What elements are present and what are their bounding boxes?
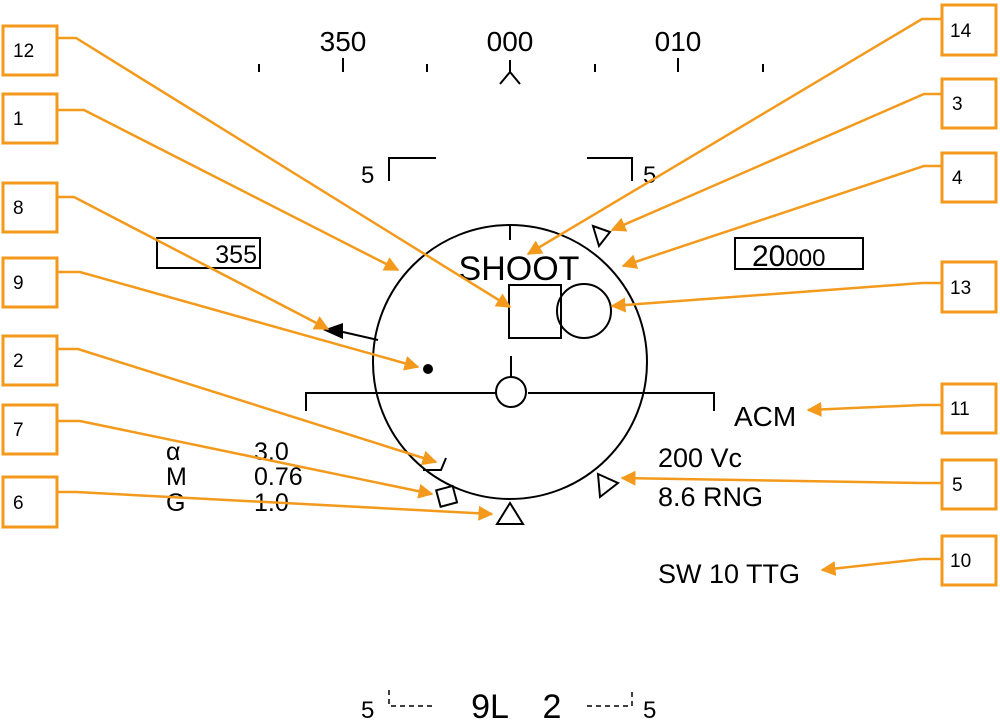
svg-text:2: 2: [13, 351, 24, 372]
leader-10: [820, 557, 941, 576]
heading-label-000: 000: [487, 26, 534, 57]
alpha-label: α: [166, 438, 180, 466]
leader-2: [58, 347, 438, 466]
mach-label: M: [166, 463, 187, 491]
pitch-bar-upper-left: [388, 157, 436, 181]
pitch-label-lower-right: 5: [643, 697, 656, 724]
heading-caret: [499, 60, 521, 85]
callout-5: 5: [940, 458, 998, 511]
horizon-bar: [305, 392, 715, 411]
leader-3: [610, 92, 941, 232]
leader-13: [610, 281, 941, 313]
callout-9: 9: [1, 256, 59, 309]
callout-12: 12: [1, 24, 59, 77]
callout-4: 4: [940, 151, 998, 204]
callout-3: 3: [940, 77, 998, 130]
leader-14: [526, 17, 941, 256]
shoot-cue: SHOOT: [459, 250, 580, 288]
leader-8: [58, 195, 330, 331]
svg-text:7: 7: [13, 420, 24, 441]
altitude-thousands: 20: [752, 240, 785, 273]
svg-text:4: 4: [952, 168, 963, 189]
leader-5: [620, 470, 941, 486]
mach-value: 0.76: [254, 463, 303, 491]
callout-8: 8: [1, 181, 59, 234]
callout-boxes: 12 1 8 9 2 7 6 14 3 4 13 11 5 10: [1, 3, 998, 587]
callout-11: 11: [940, 382, 998, 435]
svg-text:14: 14: [950, 21, 972, 42]
gear-label: 9L: [471, 688, 509, 724]
svg-text:10: 10: [950, 551, 971, 572]
svg-text:3: 3: [952, 94, 963, 115]
g-label: G: [166, 489, 185, 517]
callout-leaders: [58, 17, 941, 576]
callout-1: 1: [1, 92, 59, 145]
leader-4: [621, 164, 941, 269]
time-to-go: SW 10 TTG: [658, 559, 800, 589]
callout-10: 10: [940, 534, 998, 587]
range-caret-right-icon: [596, 472, 620, 499]
weapon-count: 2: [543, 688, 562, 724]
callout-14: 14: [940, 3, 998, 57]
heading-label-010: 010: [655, 26, 702, 57]
flight-data: α 3.0 M 0.76 G 1.0: [166, 438, 303, 517]
altitude-frame: [734, 237, 864, 270]
svg-text:1: 1: [13, 109, 24, 130]
flight-path-marker: [495, 376, 527, 408]
seeker-circle: [556, 283, 612, 339]
closure-rate: 200 Vc: [658, 443, 742, 473]
pitch-bar-upper-right: [587, 157, 633, 181]
leader-9: [58, 270, 420, 371]
mode-label: ACM: [734, 401, 796, 432]
target-range: 8.6 RNG: [658, 482, 763, 512]
svg-text:6: 6: [13, 493, 24, 514]
svg-text:5: 5: [952, 475, 963, 496]
callout-2: 2: [1, 334, 59, 387]
svg-text:8: 8: [13, 198, 24, 219]
altitude-box: 20000: [734, 237, 864, 273]
svg-text:13: 13: [950, 278, 971, 299]
pitch-label-upper-left: 5: [361, 162, 374, 189]
callout-6: 6: [1, 475, 59, 529]
leader-11: [806, 401, 941, 417]
leader-6: [58, 490, 494, 521]
target-locator-line: [342, 331, 379, 341]
altitude-value: 20000: [752, 240, 825, 273]
callout-7: 7: [1, 403, 59, 456]
diamond-cue-icon: [434, 484, 459, 508]
target-designator-box: [508, 284, 562, 339]
min-range-triangle-icon: [495, 501, 525, 525]
target-locator-arrow-icon: [323, 323, 343, 339]
pitch-ladder-lower: 5 5 9L 2: [361, 688, 656, 724]
airspeed-value: 355: [215, 241, 257, 269]
dot-reticle: [423, 364, 433, 374]
leader-7: [58, 419, 434, 499]
altitude-hundreds: 000: [785, 245, 825, 272]
heading-label-350: 350: [320, 26, 367, 57]
leader-1: [58, 108, 400, 272]
pitch-bar-lower-left: [388, 690, 436, 707]
svg-text:12: 12: [13, 41, 34, 62]
pitch-bar-lower-right: [587, 690, 633, 707]
svg-text:9: 9: [13, 273, 24, 294]
pitch-label-lower-left: 5: [361, 697, 374, 724]
leader-12: [58, 36, 512, 309]
heading-tape: 350 000 010: [258, 26, 764, 85]
airspeed-box: 355: [156, 237, 261, 269]
range-caret-top-icon: [591, 224, 612, 249]
svg-text:11: 11: [950, 399, 970, 420]
aspect-tick-icon: [423, 457, 447, 471]
callout-13: 13: [940, 260, 998, 314]
pitch-ladder-upper: 5 5: [361, 157, 656, 189]
